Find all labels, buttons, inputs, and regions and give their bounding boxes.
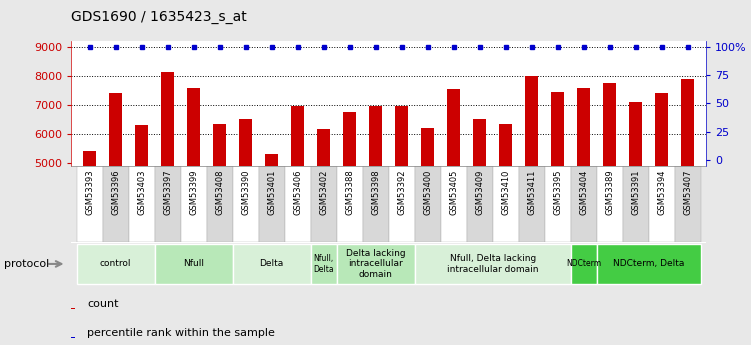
Bar bbox=[389, 166, 415, 242]
Bar bbox=[674, 166, 701, 242]
Text: GSM53411: GSM53411 bbox=[527, 169, 536, 215]
Bar bbox=[128, 166, 155, 242]
Bar bbox=[395, 106, 408, 307]
Bar bbox=[83, 151, 96, 307]
Bar bbox=[649, 166, 674, 242]
Bar bbox=[155, 166, 180, 242]
Bar bbox=[499, 124, 512, 307]
Text: GSM53407: GSM53407 bbox=[683, 169, 692, 215]
Text: NDCterm: NDCterm bbox=[566, 259, 602, 268]
Text: GSM53393: GSM53393 bbox=[85, 169, 94, 215]
Bar bbox=[655, 93, 668, 307]
Text: count: count bbox=[87, 299, 119, 309]
Text: Nfull: Nfull bbox=[183, 259, 204, 268]
Text: Delta lacking
intracellular
domain: Delta lacking intracellular domain bbox=[345, 249, 406, 279]
Bar bbox=[551, 92, 564, 307]
Bar bbox=[233, 166, 258, 242]
Text: GSM53403: GSM53403 bbox=[137, 169, 146, 215]
Text: GSM53401: GSM53401 bbox=[267, 169, 276, 215]
Bar bbox=[415, 244, 571, 284]
Text: GSM53410: GSM53410 bbox=[501, 169, 510, 215]
Bar bbox=[603, 83, 617, 307]
Text: GSM53408: GSM53408 bbox=[215, 169, 224, 215]
Bar bbox=[343, 112, 356, 307]
Bar bbox=[285, 166, 311, 242]
Bar bbox=[207, 166, 233, 242]
Bar bbox=[317, 129, 330, 307]
Text: GSM53392: GSM53392 bbox=[397, 169, 406, 215]
Bar bbox=[447, 89, 460, 307]
Text: Nfull,
Delta: Nfull, Delta bbox=[313, 254, 334, 274]
Text: GSM53395: GSM53395 bbox=[553, 169, 562, 215]
Bar bbox=[629, 102, 642, 307]
Text: protocol: protocol bbox=[4, 259, 49, 269]
Text: GSM53399: GSM53399 bbox=[189, 169, 198, 215]
Bar bbox=[71, 308, 75, 309]
Text: GSM53390: GSM53390 bbox=[241, 169, 250, 215]
Text: GSM53400: GSM53400 bbox=[423, 169, 432, 215]
Bar bbox=[363, 166, 389, 242]
Bar bbox=[135, 125, 148, 307]
Bar bbox=[597, 166, 623, 242]
Bar bbox=[239, 119, 252, 307]
Bar bbox=[180, 166, 207, 242]
Bar bbox=[473, 119, 486, 307]
Bar bbox=[597, 244, 701, 284]
Text: GSM53389: GSM53389 bbox=[605, 169, 614, 215]
Bar bbox=[578, 88, 590, 307]
Text: GSM53391: GSM53391 bbox=[632, 169, 640, 215]
Bar bbox=[233, 244, 311, 284]
Text: GSM53409: GSM53409 bbox=[475, 169, 484, 215]
Bar bbox=[441, 166, 466, 242]
Text: GSM53388: GSM53388 bbox=[345, 169, 354, 215]
Bar bbox=[265, 154, 278, 307]
Bar bbox=[525, 76, 538, 307]
Bar bbox=[291, 106, 304, 307]
Text: GSM53398: GSM53398 bbox=[371, 169, 380, 215]
Text: GSM53394: GSM53394 bbox=[657, 169, 666, 215]
Bar bbox=[103, 166, 128, 242]
Bar bbox=[311, 166, 336, 242]
Bar bbox=[336, 166, 363, 242]
Bar bbox=[466, 166, 493, 242]
Bar bbox=[109, 93, 122, 307]
Bar bbox=[421, 128, 434, 307]
Bar bbox=[213, 124, 226, 307]
Text: GSM53406: GSM53406 bbox=[293, 169, 302, 215]
Bar bbox=[77, 244, 155, 284]
Text: percentile rank within the sample: percentile rank within the sample bbox=[87, 328, 275, 338]
Bar bbox=[77, 166, 103, 242]
Bar bbox=[571, 166, 597, 242]
Bar bbox=[493, 166, 519, 242]
Bar bbox=[336, 244, 415, 284]
Bar bbox=[71, 337, 75, 338]
Bar bbox=[623, 166, 649, 242]
Text: control: control bbox=[100, 259, 131, 268]
Text: GSM53397: GSM53397 bbox=[163, 169, 172, 215]
Bar bbox=[311, 244, 336, 284]
Text: GDS1690 / 1635423_s_at: GDS1690 / 1635423_s_at bbox=[71, 10, 247, 24]
Text: Delta: Delta bbox=[260, 259, 284, 268]
Text: GSM53405: GSM53405 bbox=[449, 169, 458, 215]
Bar bbox=[519, 166, 544, 242]
Bar bbox=[415, 166, 441, 242]
Bar bbox=[681, 79, 694, 307]
Bar bbox=[544, 166, 571, 242]
Text: NDCterm, Delta: NDCterm, Delta bbox=[613, 259, 684, 268]
Bar bbox=[258, 166, 285, 242]
Bar bbox=[155, 244, 233, 284]
Bar bbox=[187, 88, 200, 307]
Text: Nfull, Delta lacking
intracellular domain: Nfull, Delta lacking intracellular domai… bbox=[447, 254, 538, 274]
Bar bbox=[369, 106, 382, 307]
Text: GSM53396: GSM53396 bbox=[111, 169, 120, 215]
Bar bbox=[571, 244, 597, 284]
Text: GSM53404: GSM53404 bbox=[579, 169, 588, 215]
Text: GSM53402: GSM53402 bbox=[319, 169, 328, 215]
Bar bbox=[161, 72, 174, 307]
